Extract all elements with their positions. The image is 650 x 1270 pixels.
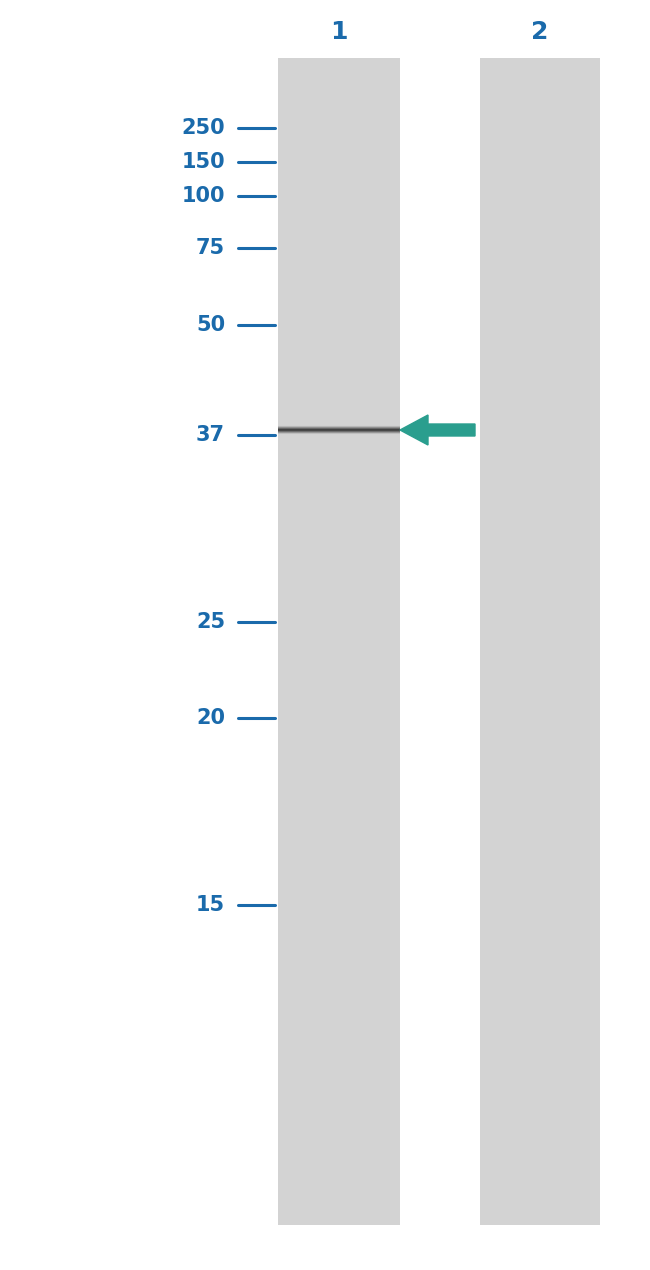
Text: 2: 2 xyxy=(531,20,549,44)
Text: 37: 37 xyxy=(196,425,225,444)
Text: 25: 25 xyxy=(196,612,225,632)
Text: 150: 150 xyxy=(181,152,225,171)
Bar xyxy=(480,58,600,1226)
FancyArrow shape xyxy=(400,415,475,444)
Text: 1: 1 xyxy=(330,20,348,44)
Text: 20: 20 xyxy=(196,707,225,728)
Text: 15: 15 xyxy=(196,895,225,914)
Text: 75: 75 xyxy=(196,237,225,258)
Text: 100: 100 xyxy=(181,185,225,206)
Text: 250: 250 xyxy=(181,118,225,138)
Text: 50: 50 xyxy=(196,315,225,335)
Bar xyxy=(278,58,400,1226)
